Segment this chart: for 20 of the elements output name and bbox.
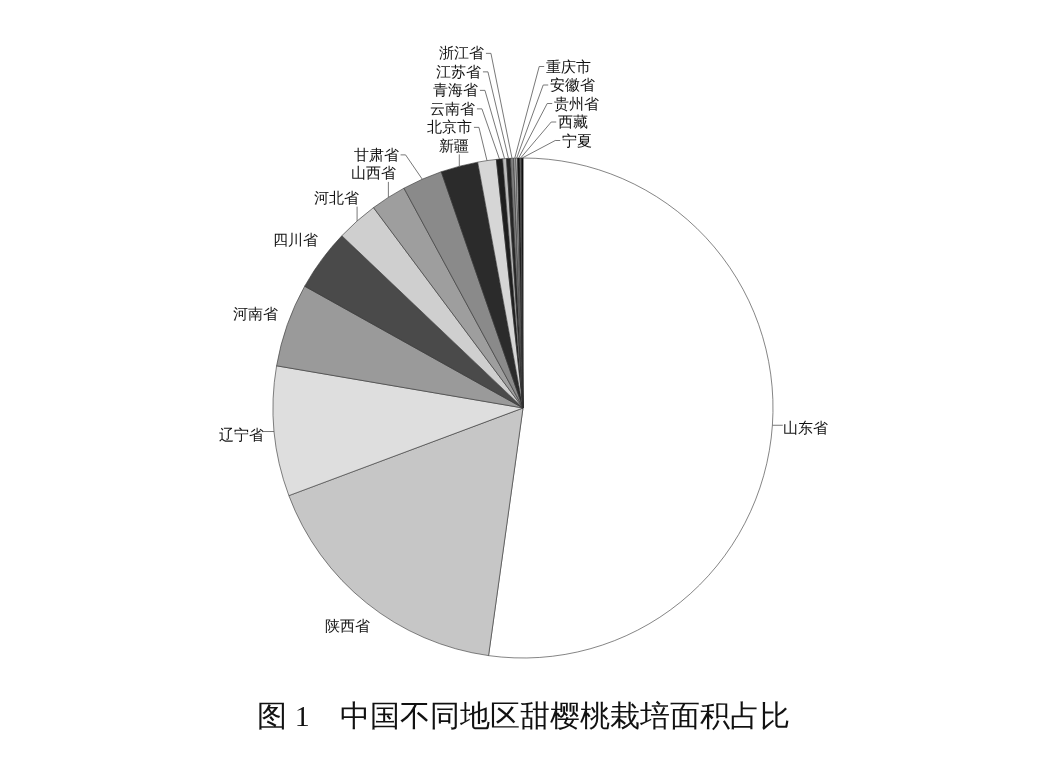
slice-label: 云南省 (429, 99, 475, 118)
slice-label: 山西省 (350, 164, 396, 183)
slice-label: 四川省 (272, 231, 318, 250)
slice-label: 陕西省 (325, 617, 371, 636)
slice-label: 西藏 (558, 113, 589, 131)
slice-label: 安徽省 (550, 76, 596, 94)
slice-label: 浙江省 (438, 44, 484, 63)
slice-label: 贵州省 (554, 94, 600, 113)
slice-label: 山东省 (782, 418, 828, 437)
slice-label: 北京市 (426, 118, 472, 137)
slice-label: 新疆 (438, 136, 469, 155)
slice-label: 江苏省 (435, 62, 481, 81)
slice-label: 河北省 (314, 189, 360, 208)
slice-label: 辽宁省 (218, 425, 264, 444)
slice-label: 重庆市 (546, 57, 592, 76)
slice-label: 青海省 (432, 81, 478, 100)
slice-label: 河南省 (232, 304, 278, 323)
text: 图 1 中国不同地区甜樱桃栽培面积占比 (256, 698, 791, 734)
slice-label: 宁夏 (562, 131, 593, 150)
slice-label: 甘肃省 (353, 145, 399, 164)
